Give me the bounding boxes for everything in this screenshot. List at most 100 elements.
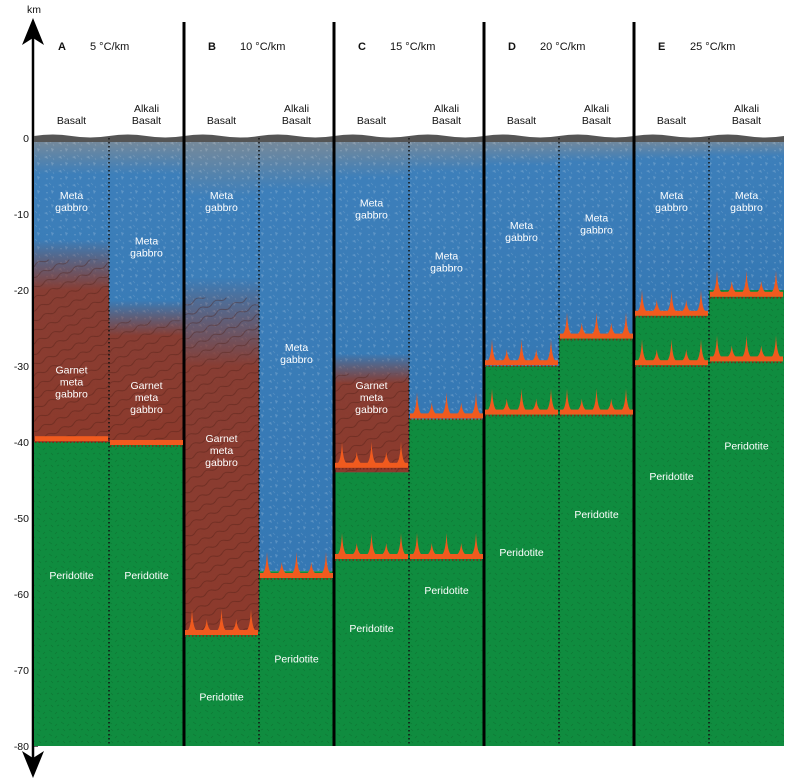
melt-spike: [396, 441, 406, 464]
layer-label: gabbro: [55, 389, 88, 401]
panel-gradient: 5 °C/km: [90, 41, 129, 53]
melt-front: [410, 533, 483, 561]
melt-band: [260, 573, 333, 578]
melt-spike: [756, 280, 767, 293]
melt-spike: [441, 392, 452, 415]
column-c-1: BasaltMetagabbroGarnetmetagabbroPeridoti…: [334, 115, 409, 746]
column-header: Basalt: [507, 115, 536, 127]
layer-label: Peridotite: [499, 547, 544, 559]
garnet-texture: [184, 297, 259, 632]
layer-label: gabbro: [130, 247, 163, 259]
melt-front: [560, 312, 633, 341]
metagabbro-texture: [709, 138, 784, 290]
panel-gradient: 20 °C/km: [540, 41, 585, 53]
melt-front: [335, 533, 408, 561]
melt-spike: [712, 270, 722, 293]
melt-spike: [381, 543, 392, 555]
peridotite-texture: [259, 571, 334, 746]
layer-label: Peridotite: [199, 691, 244, 703]
melt-spike: [262, 552, 272, 574]
metagabbro-texture: [409, 138, 484, 420]
melt-spike: [396, 533, 406, 555]
melt-band: [35, 436, 108, 442]
axis-tick-label: -50: [14, 513, 29, 525]
melt-spike: [681, 349, 692, 362]
axis-tick-label: 0: [23, 133, 29, 145]
layer-label: Peridotite: [574, 509, 619, 521]
melt-spike: [501, 349, 512, 362]
melt-spike: [576, 322, 587, 335]
layer-label: Peridotite: [274, 653, 319, 665]
melt-spike: [231, 619, 242, 631]
melt-band: [410, 413, 483, 419]
melt-spike: [456, 402, 467, 415]
peridotite-texture: [109, 442, 184, 746]
column-header: Basalt: [357, 115, 386, 127]
melt-spike: [441, 533, 452, 555]
panel-b: B 10 °C/kmBasaltMetagabbroGarnetmetagabbr…: [182, 22, 334, 746]
melt-spike: [562, 388, 572, 411]
column-header: Basalt: [282, 115, 311, 127]
axis-tick-label: -40: [14, 437, 29, 449]
melt-spike: [276, 562, 287, 574]
column-header: Basalt: [657, 115, 686, 127]
melt-spike: [487, 388, 497, 411]
melt-spike: [546, 388, 556, 411]
melt-spike: [696, 339, 706, 362]
melt-spike: [712, 335, 722, 358]
melt-spike: [637, 339, 647, 362]
layer-label: gabbro: [730, 202, 763, 214]
layer-label: meta: [360, 392, 384, 404]
melt-spike: [337, 533, 347, 555]
melt-spike: [412, 392, 422, 415]
melt-spike: [576, 398, 587, 411]
garnet-texture: [109, 320, 184, 442]
melt-front: [560, 388, 633, 417]
melt-front: [485, 388, 558, 417]
layer-label: Meta: [135, 235, 159, 247]
melt-spike: [696, 289, 706, 312]
layer-label: Meta: [285, 342, 309, 354]
melt-spike: [562, 312, 572, 335]
melt-band: [710, 356, 783, 362]
panel-letter: E: [658, 41, 665, 53]
melt-spike: [381, 451, 392, 464]
column-header: Alkali: [734, 103, 759, 115]
peridotite-texture: [484, 366, 559, 746]
panel-letter: D: [508, 41, 516, 53]
melt-spike: [606, 322, 617, 335]
melt-band: [335, 554, 408, 559]
melt-band: [635, 360, 708, 366]
melt-spike: [471, 392, 481, 415]
melt-spike: [651, 299, 662, 312]
layer-label: gabbro: [655, 202, 688, 214]
melt-spike: [726, 280, 737, 293]
peridotite-texture: [634, 312, 709, 746]
melt-spike: [412, 533, 422, 555]
peridotite-texture: [34, 442, 109, 746]
column-header: Basalt: [207, 115, 236, 127]
layer-label: gabbro: [580, 225, 613, 237]
melt-front: [335, 441, 408, 470]
layer-label: Meta: [435, 251, 459, 263]
layer-label: Peridotite: [724, 441, 769, 453]
melt-spike: [666, 339, 677, 362]
melt-front: [110, 440, 183, 447]
melt-spike: [366, 441, 377, 464]
column-header: Basalt: [57, 115, 86, 127]
peridotite-texture: [184, 632, 259, 746]
column-header: Alkali: [434, 103, 459, 115]
layer-label: Meta: [360, 197, 384, 209]
melt-front: [635, 289, 708, 318]
melt-band: [110, 440, 183, 445]
melt-spike: [501, 398, 512, 411]
layer-label: Garnet: [130, 380, 162, 392]
melt-spike: [621, 388, 631, 411]
panel-c: C 15 °C/kmBasaltMetagabbroGarnetmetagabbr…: [332, 22, 484, 746]
axis-tick-label: -80: [14, 741, 29, 753]
melt-band: [185, 630, 258, 635]
